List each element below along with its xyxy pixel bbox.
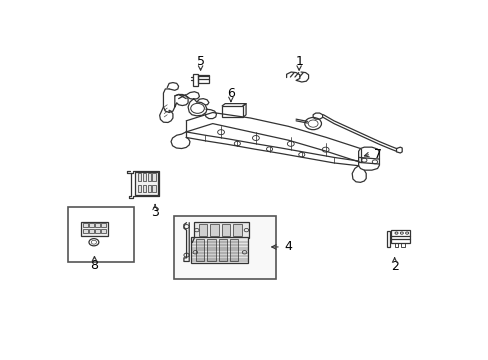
Bar (83, 222, 88, 227)
Bar (400, 243, 404, 247)
Text: 3: 3 (151, 206, 159, 219)
Bar (138, 185, 141, 192)
Text: 4: 4 (284, 240, 292, 253)
Bar (222, 224, 230, 236)
Bar (394, 243, 398, 247)
Bar (102, 229, 106, 233)
Bar (197, 75, 208, 84)
Bar (147, 174, 151, 181)
Bar (222, 106, 243, 117)
Bar (89, 229, 94, 233)
Bar (230, 239, 238, 261)
Bar (233, 224, 241, 236)
Bar (174, 216, 276, 279)
Bar (386, 231, 389, 247)
Bar (199, 224, 207, 236)
Bar (390, 230, 409, 243)
Bar (68, 207, 134, 262)
Bar (95, 222, 100, 227)
Text: 5: 5 (196, 55, 204, 68)
Bar (207, 239, 215, 261)
Bar (196, 239, 204, 261)
Bar (135, 172, 158, 195)
Bar (191, 237, 247, 262)
Bar (89, 222, 94, 227)
Bar (102, 222, 106, 227)
Bar (81, 222, 108, 235)
Bar (95, 229, 100, 233)
Bar (210, 224, 218, 236)
Text: 1: 1 (295, 55, 303, 68)
Bar (193, 74, 197, 86)
Text: 8: 8 (90, 259, 98, 272)
Bar (147, 185, 151, 192)
Bar (194, 221, 248, 238)
Bar (142, 174, 146, 181)
Text: 7: 7 (373, 148, 381, 161)
Bar (138, 174, 141, 181)
Bar (152, 185, 156, 192)
Text: 6: 6 (226, 87, 234, 100)
Bar (142, 185, 146, 192)
Bar (152, 174, 156, 181)
Bar (218, 239, 226, 261)
Text: 2: 2 (390, 260, 398, 273)
Bar (83, 229, 88, 233)
